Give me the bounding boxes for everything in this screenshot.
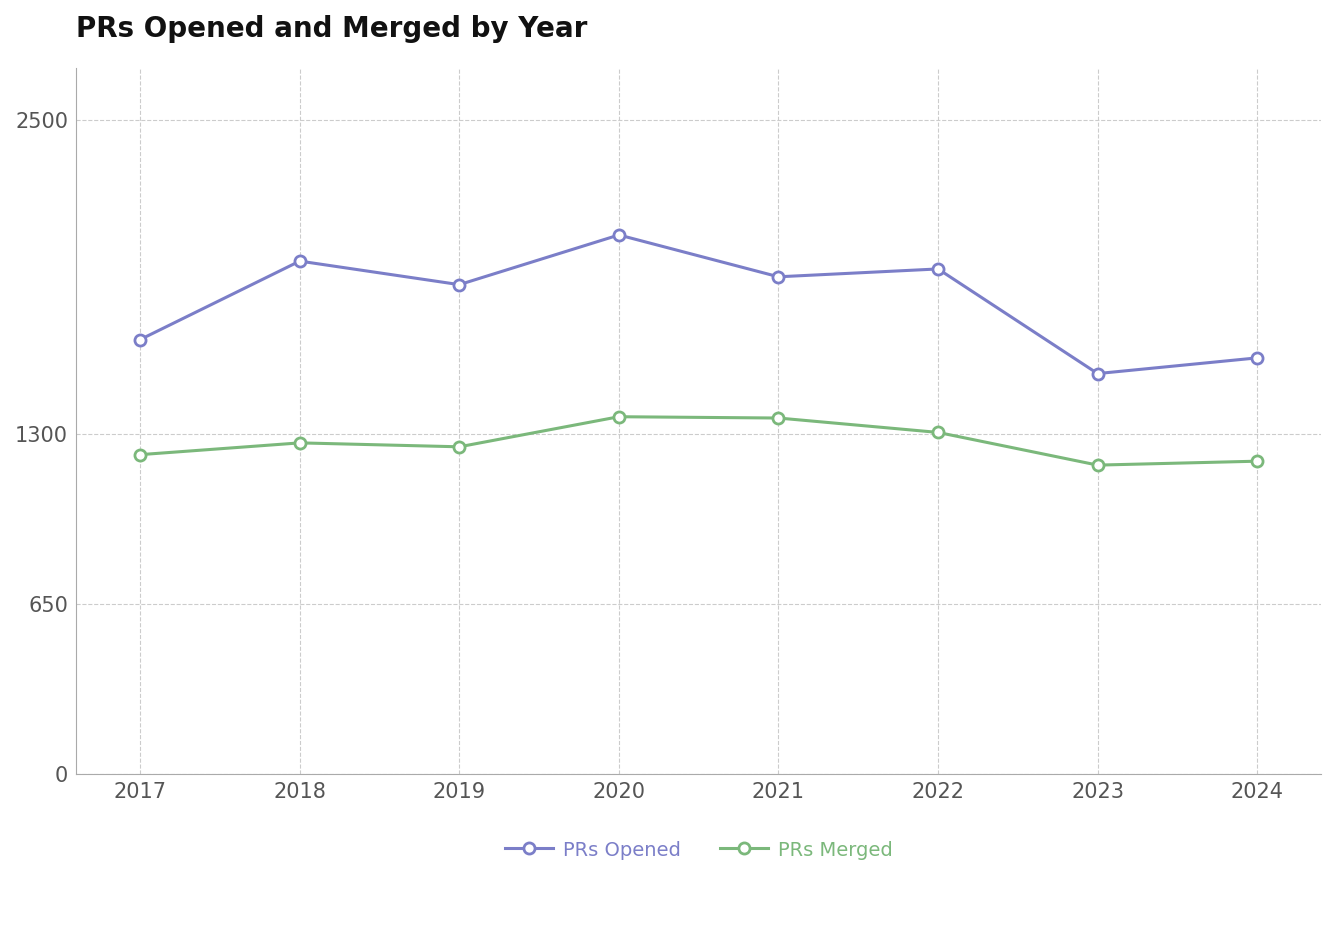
PRs Merged (291, 437, 307, 448)
PRs Opened (1249, 352, 1265, 364)
PRs Opened (771, 272, 787, 283)
PRs Merged (1090, 459, 1106, 471)
PRs Merged (132, 449, 148, 460)
PRs Opened (291, 256, 307, 267)
PRs Opened (1090, 368, 1106, 379)
PRs Merged (771, 412, 787, 423)
Text: PRs Opened and Merged by Year: PRs Opened and Merged by Year (76, 15, 588, 43)
Line: PRs Merged: PRs Merged (135, 411, 1263, 471)
PRs Opened (611, 230, 627, 241)
PRs Merged (611, 411, 627, 422)
PRs Merged (452, 441, 468, 452)
PRs Opened (132, 334, 148, 345)
PRs Opened (452, 279, 468, 290)
PRs Merged (930, 427, 946, 438)
PRs Opened (930, 263, 946, 274)
Legend: PRs Opened, PRs Merged: PRs Opened, PRs Merged (497, 833, 900, 868)
PRs Merged (1249, 456, 1265, 467)
Line: PRs Opened: PRs Opened (135, 230, 1263, 379)
